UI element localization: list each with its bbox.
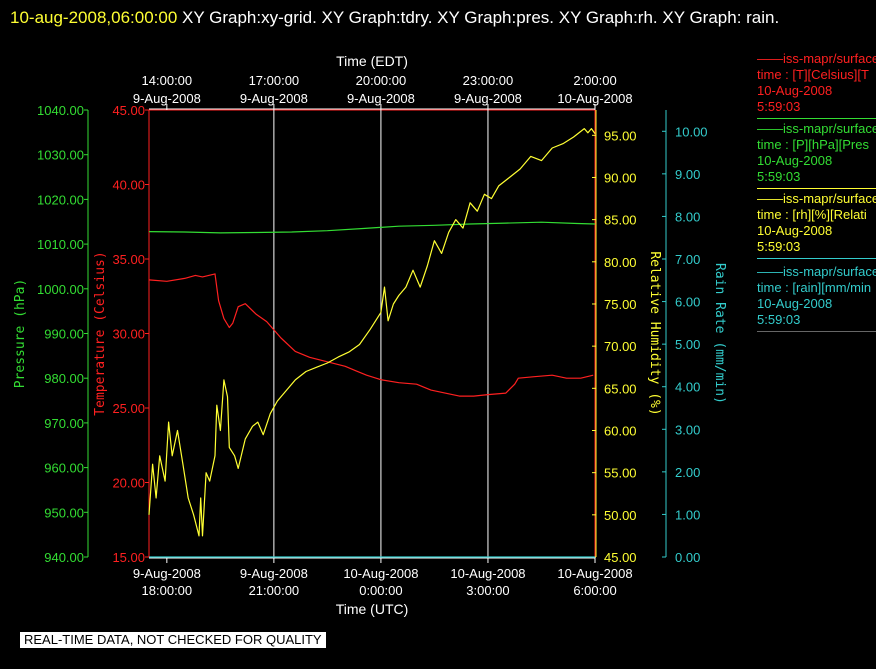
- legend-separator: [757, 258, 876, 259]
- pressure-axis-title: Pressure (hPa): [13, 279, 28, 389]
- plot-frame: [148, 109, 596, 558]
- x-tick-label-bottom-date: 9-Aug-2008: [133, 566, 201, 581]
- pressure-tick-label: 980.00: [44, 371, 84, 386]
- legend-time: 5:59:03: [757, 169, 801, 184]
- temperature-axis-title: Temperature (Celsius): [93, 251, 108, 415]
- temperature-tick-label: 30.00: [112, 327, 145, 342]
- legend-date: 10-Aug-2008: [757, 223, 833, 238]
- temperature-tick-label: 15.00: [112, 550, 145, 565]
- rain-tick-label: 10.00: [675, 124, 708, 139]
- temperature-tick-label: 45.00: [112, 103, 145, 118]
- x-tick-label-bottom-date: 10-Aug-2008: [557, 566, 632, 581]
- x-tick-label-top-time: 17:00:00: [249, 73, 300, 88]
- rain-tick-label: 3.00: [675, 422, 700, 437]
- pressure-tick-label: 1020.00: [37, 192, 84, 207]
- humidity-tick-label: 95.00: [604, 128, 637, 143]
- pressure-tick-label: 1000.00: [37, 282, 84, 297]
- humidity-tick-label: 45.00: [604, 550, 637, 565]
- humidity-axis-title: Relative Humidity (%): [647, 251, 662, 415]
- pressure-tick-label: 940.00: [44, 550, 84, 565]
- rain-axis-title: Rain Rate (mm/min): [712, 263, 727, 404]
- pressure-tick-label: 960.00: [44, 461, 84, 476]
- pressure-tick-label: 1040.00: [37, 103, 84, 118]
- x-tick-label-bottom-date: 9-Aug-2008: [240, 566, 308, 581]
- legend-field: time : [P][hPa][Pres: [757, 137, 869, 152]
- legend-entry-2: ——iss-mapr/surface time : [rh][%][Relati 1…: [757, 191, 876, 255]
- legend-entry-1: ——iss-mapr/surface time : [P][hPa][Pres 10…: [757, 121, 876, 185]
- x-tick-label-top-time: 23:00:00: [463, 73, 514, 88]
- pressure-tick-label: 970.00: [44, 416, 84, 431]
- x-tick-label-bottom-time: 3:00:00: [466, 583, 509, 598]
- x-tick-label-top-time: 2:00:00: [573, 73, 616, 88]
- legend-date: 10-Aug-2008: [757, 153, 833, 168]
- x-tick-label-top-date: 9-Aug-2008: [133, 91, 201, 106]
- pressure-tick-label: 1010.00: [37, 237, 84, 252]
- legend-separator: [757, 331, 876, 332]
- legend-header: ——iss-mapr/surface: [757, 51, 876, 66]
- x-axis-title-bottom: Time (UTC): [336, 601, 409, 617]
- humidity-tick-label: 65.00: [604, 381, 637, 396]
- humidity-tick-label: 90.00: [604, 170, 637, 185]
- x-tick-label-top-date: 9-Aug-2008: [454, 91, 522, 106]
- rain-tick-label: 8.00: [675, 209, 700, 224]
- series-rh-line: [148, 128, 596, 537]
- x-tick-label-top-date: 9-Aug-2008: [347, 91, 415, 106]
- x-tick-label-bottom-date: 10-Aug-2008: [343, 566, 418, 581]
- pressure-tick-label: 1030.00: [37, 148, 84, 163]
- legend-time: 5:59:03: [757, 239, 801, 254]
- legend-field: time : [rain][mm/min: [757, 280, 872, 295]
- temperature-tick-label: 25.00: [112, 401, 145, 416]
- legend-entry-3: ——iss-mapr/surface time : [rain][mm/min 10…: [757, 264, 876, 328]
- x-tick-label-bottom-time: 6:00:00: [573, 583, 616, 598]
- x-tick-label-bottom-date: 10-Aug-2008: [450, 566, 525, 581]
- legend-field: time : [rh][%][Relati: [757, 207, 867, 222]
- temperature-tick-label: 35.00: [112, 252, 145, 267]
- rain-tick-label: 2.00: [675, 465, 700, 480]
- x-tick-label-bottom-time: 21:00:00: [249, 583, 300, 598]
- legend-field: time : [T][Celsius][T: [757, 67, 869, 82]
- rain-tick-label: 4.00: [675, 380, 700, 395]
- rain-tick-label: 1.00: [675, 507, 700, 522]
- x-tick-label-bottom-time: 0:00:00: [359, 583, 402, 598]
- title-text: XY Graph:xy-grid. XY Graph:tdry. XY Grap…: [177, 8, 780, 27]
- rain-tick-label: 0.00: [675, 550, 700, 565]
- x-axis-title-top: Time (EDT): [336, 53, 408, 69]
- x-tick-label-top-date: 10-Aug-2008: [557, 91, 632, 106]
- x-tick-label-bottom-time: 18:00:00: [142, 583, 193, 598]
- rain-tick-label: 7.00: [675, 252, 700, 267]
- legend-separator: [757, 118, 876, 119]
- legend-separator: [757, 188, 876, 189]
- humidity-tick-label: 55.00: [604, 466, 637, 481]
- series-P-line: [148, 221, 596, 234]
- legend-entry-0: ——iss-mapr/surface time : [T][Celsius][T 1…: [757, 51, 876, 115]
- rain-tick-label: 9.00: [675, 167, 700, 182]
- x-tick-label-top-time: 14:00:00: [142, 73, 193, 88]
- qc-note: REAL-TIME DATA, NOT CHECKED FOR QUALITY: [20, 632, 326, 648]
- x-tick-label-top-date: 9-Aug-2008: [240, 91, 308, 106]
- title-timestamp: 10-aug-2008,06:00:00: [10, 8, 178, 27]
- legend-header: ——iss-mapr/surface: [757, 191, 876, 206]
- graph-title: 10-aug-2008,06:00:00 XY Graph:xy-grid. X…: [10, 2, 855, 33]
- pressure-tick-label: 990.00: [44, 327, 84, 342]
- humidity-tick-label: 50.00: [604, 508, 637, 523]
- legend-header: ——iss-mapr/surface: [757, 264, 876, 279]
- legend-header: ——iss-mapr/surface: [757, 121, 876, 136]
- legend-date: 10-Aug-2008: [757, 83, 833, 98]
- humidity-tick-label: 85.00: [604, 213, 637, 228]
- humidity-tick-label: 70.00: [604, 339, 637, 354]
- rain-tick-label: 6.00: [675, 295, 700, 310]
- pressure-tick-label: 950.00: [44, 505, 84, 520]
- rain-tick-label: 5.00: [675, 337, 700, 352]
- x-tick-label-top-time: 20:00:00: [356, 73, 407, 88]
- legend-time: 5:59:03: [757, 99, 801, 114]
- humidity-tick-label: 75.00: [604, 297, 637, 312]
- series-T-line: [148, 273, 594, 397]
- legend-time: 5:59:03: [757, 312, 801, 327]
- legend-date: 10-Aug-2008: [757, 296, 833, 311]
- temperature-tick-label: 40.00: [112, 178, 145, 193]
- temperature-tick-label: 20.00: [112, 476, 145, 491]
- humidity-tick-label: 80.00: [604, 255, 637, 270]
- humidity-tick-label: 60.00: [604, 423, 637, 438]
